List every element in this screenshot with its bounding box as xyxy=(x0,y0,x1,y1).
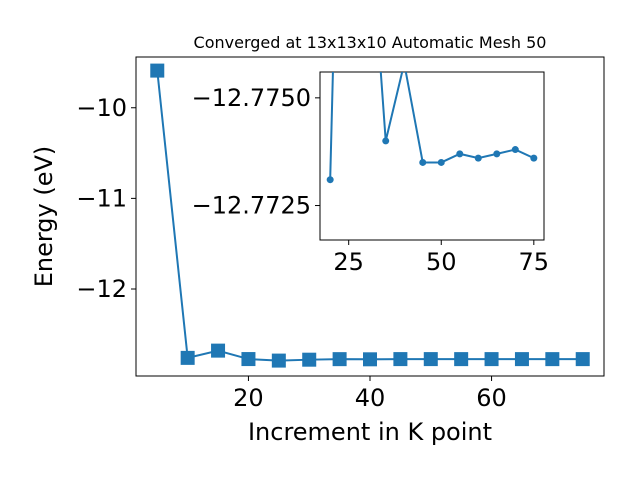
marker xyxy=(484,352,499,367)
x-tick-label: 75 xyxy=(519,248,550,276)
plot-area xyxy=(319,71,545,241)
y-tick-label: −10 xyxy=(76,94,127,122)
x-tick-label: 40 xyxy=(355,384,386,412)
x-axis-label: Increment in K point xyxy=(248,418,492,446)
chart-title: Converged at 13x13x10 Automatic Mesh 50 xyxy=(194,33,547,52)
x-tick-label: 60 xyxy=(476,384,507,412)
y-tick-label: −11 xyxy=(76,184,127,212)
marker xyxy=(474,154,482,162)
marker xyxy=(363,352,377,367)
x-tick-label: 20 xyxy=(233,384,264,412)
marker xyxy=(382,137,390,145)
x-tick-label: 25 xyxy=(333,248,364,276)
marker xyxy=(456,150,464,158)
series-group xyxy=(326,72,538,184)
marker xyxy=(454,352,469,367)
y-axis-label: Energy (eV) xyxy=(30,146,58,288)
marker xyxy=(326,176,334,184)
marker xyxy=(271,353,286,368)
marker xyxy=(241,352,256,367)
x-tick-label: 50 xyxy=(426,248,457,276)
marker xyxy=(211,343,226,358)
marker xyxy=(545,352,560,367)
series-group xyxy=(150,63,590,368)
marker xyxy=(514,352,529,367)
marker xyxy=(150,63,165,78)
marker xyxy=(393,352,408,367)
marker xyxy=(419,158,427,166)
marker xyxy=(302,352,317,367)
y-tick-label: −12 xyxy=(76,275,127,303)
marker xyxy=(530,154,538,162)
marker xyxy=(493,150,501,158)
y-tick-label: −12.7750 xyxy=(192,84,311,112)
marker xyxy=(437,158,445,166)
marker xyxy=(575,352,590,367)
y-tick-label: −12.7725 xyxy=(192,192,311,220)
marker xyxy=(511,146,519,154)
marker xyxy=(423,352,438,367)
marker xyxy=(180,350,195,365)
marker xyxy=(332,352,347,367)
